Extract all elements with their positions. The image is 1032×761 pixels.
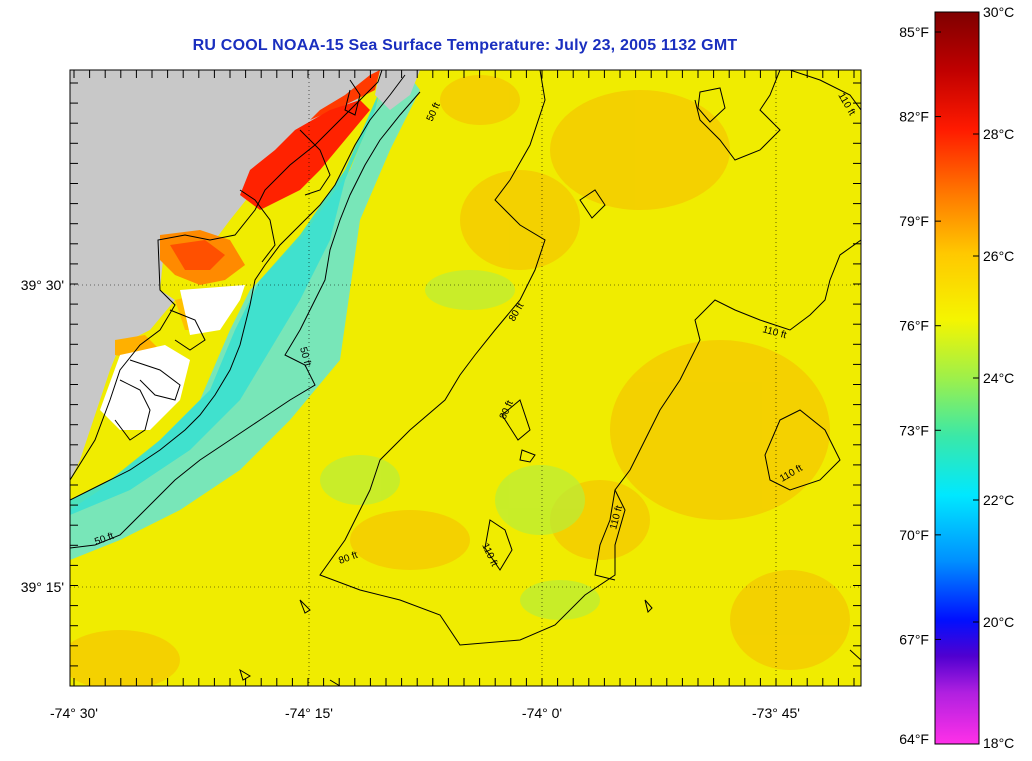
colorbar-c-label: 22°C bbox=[983, 492, 1014, 508]
map-frame bbox=[69, 69, 862, 687]
colorbar-f-label: 82°F bbox=[899, 109, 929, 125]
contour-110ft bbox=[694, 70, 781, 161]
colorbar-c-label: 26°C bbox=[983, 248, 1014, 264]
x-tick-label: -74° 0' bbox=[522, 705, 562, 721]
map-ticks bbox=[70, 70, 861, 686]
colorbar-f-label: 79°F bbox=[899, 213, 929, 229]
colorbar-c-label: 30°C bbox=[983, 4, 1014, 20]
bathymetry-contours bbox=[70, 70, 861, 686]
x-tick-label: -73° 45' bbox=[752, 705, 800, 721]
x-axis-labels: -74° 30' -74° 15' -74° 0' -73° 45' bbox=[50, 705, 800, 721]
x-tick-label: -74° 15' bbox=[285, 705, 333, 721]
colorbar-c-label: 20°C bbox=[983, 614, 1014, 630]
colorbar: 85°F 82°F 79°F 76°F 73°F 70°F 67°F 64°F 30°C 28°… bbox=[899, 4, 1014, 751]
graticule bbox=[70, 70, 861, 686]
colorbar-ramp bbox=[934, 11, 980, 745]
y-tick-label: 39° 30' bbox=[21, 277, 64, 293]
map-panel: 50 ft 50 ft 50 ft 80 ft 80 ft 80 ft 110 … bbox=[21, 69, 862, 721]
x-tick-label: -74° 30' bbox=[50, 705, 98, 721]
coastline bbox=[70, 70, 406, 501]
contour-80ft bbox=[319, 70, 626, 646]
colorbar-c-label: 28°C bbox=[983, 126, 1014, 142]
colorbar-f-label: 76°F bbox=[899, 318, 929, 334]
map-title: RU COOL NOAA-15 Sea Surface Temperature:… bbox=[192, 37, 738, 54]
contour-labels: 50 ft 50 ft 50 ft 80 ft 80 ft 80 ft 110 … bbox=[93, 91, 857, 568]
y-tick-label: 39° 15' bbox=[21, 579, 64, 595]
colorbar-c-label: 18°C bbox=[983, 735, 1014, 751]
y-axis-labels: 39° 30' 39° 15' bbox=[21, 277, 64, 595]
colorbar-fahrenheit-labels: 85°F 82°F 79°F 76°F 73°F 70°F 67°F 64°F bbox=[899, 24, 941, 747]
colorbar-celsius-labels: 30°C 28°C 26°C 24°C 22°C 20°C 18°C bbox=[973, 4, 1014, 751]
colorbar-f-label: 73°F bbox=[899, 422, 929, 438]
colorbar-f-label: 85°F bbox=[899, 24, 929, 40]
land-mass bbox=[70, 70, 380, 480]
colorbar-f-label: 67°F bbox=[899, 631, 929, 647]
colorbar-f-label: 64°F bbox=[899, 731, 929, 747]
colorbar-f-label: 70°F bbox=[899, 527, 929, 543]
colorbar-c-label: 24°C bbox=[983, 370, 1014, 386]
cool-patches bbox=[320, 270, 600, 620]
warm-patches bbox=[70, 75, 850, 686]
contour-50ft bbox=[70, 91, 421, 549]
